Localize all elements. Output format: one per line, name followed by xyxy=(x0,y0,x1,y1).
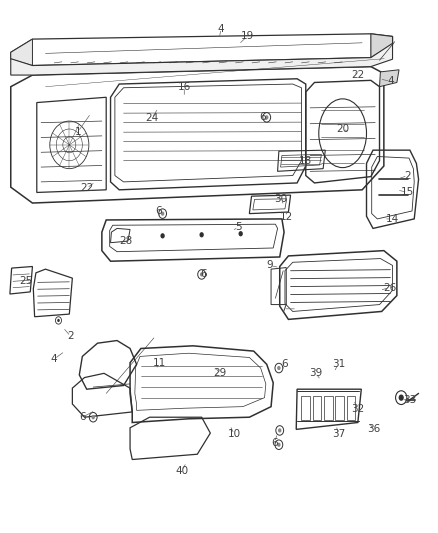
Text: 10: 10 xyxy=(228,429,241,439)
Circle shape xyxy=(277,366,281,370)
Text: 28: 28 xyxy=(119,236,132,246)
Text: 4: 4 xyxy=(218,23,225,34)
Text: 22: 22 xyxy=(351,70,364,80)
Text: 11: 11 xyxy=(152,358,166,368)
Text: 6: 6 xyxy=(271,438,278,448)
Circle shape xyxy=(277,442,281,447)
Polygon shape xyxy=(379,70,399,87)
Polygon shape xyxy=(371,34,392,58)
Text: 14: 14 xyxy=(386,214,399,224)
Text: 6: 6 xyxy=(155,206,162,216)
Text: 25: 25 xyxy=(19,276,32,286)
Text: 6: 6 xyxy=(259,112,266,123)
Text: 6: 6 xyxy=(281,359,287,369)
Text: 9: 9 xyxy=(266,261,273,270)
Text: 2: 2 xyxy=(67,332,74,341)
Circle shape xyxy=(278,429,282,433)
Circle shape xyxy=(160,233,165,238)
Text: 33: 33 xyxy=(403,395,417,405)
Text: 2: 2 xyxy=(404,171,411,181)
Polygon shape xyxy=(11,39,32,66)
Circle shape xyxy=(239,231,243,236)
Text: 22: 22 xyxy=(80,183,93,193)
Text: 31: 31 xyxy=(332,359,345,369)
Text: 39: 39 xyxy=(309,368,322,378)
Circle shape xyxy=(199,232,204,237)
Text: 26: 26 xyxy=(383,282,396,293)
Text: 32: 32 xyxy=(351,405,364,414)
Text: 5: 5 xyxy=(235,222,242,232)
Circle shape xyxy=(161,212,164,216)
Text: 36: 36 xyxy=(367,424,381,434)
Circle shape xyxy=(200,272,203,277)
Polygon shape xyxy=(11,43,392,75)
Text: 24: 24 xyxy=(145,114,159,124)
Text: 15: 15 xyxy=(401,188,414,197)
Circle shape xyxy=(57,319,60,322)
Text: 4: 4 xyxy=(51,354,57,364)
Circle shape xyxy=(265,115,268,119)
Circle shape xyxy=(399,394,404,401)
Text: 16: 16 xyxy=(178,82,191,92)
Text: 30: 30 xyxy=(275,194,288,204)
Text: 37: 37 xyxy=(332,429,345,439)
Circle shape xyxy=(92,415,95,419)
Text: 12: 12 xyxy=(279,212,293,222)
Text: 19: 19 xyxy=(240,31,254,42)
Text: 1: 1 xyxy=(75,127,81,136)
Text: 18: 18 xyxy=(299,156,312,166)
Text: 6: 6 xyxy=(201,269,207,279)
Text: 40: 40 xyxy=(176,466,189,475)
Text: 20: 20 xyxy=(336,124,349,134)
Text: 6: 6 xyxy=(79,412,86,422)
Text: 4: 4 xyxy=(387,76,394,86)
Text: 29: 29 xyxy=(214,368,227,378)
Text: 7: 7 xyxy=(280,304,286,314)
